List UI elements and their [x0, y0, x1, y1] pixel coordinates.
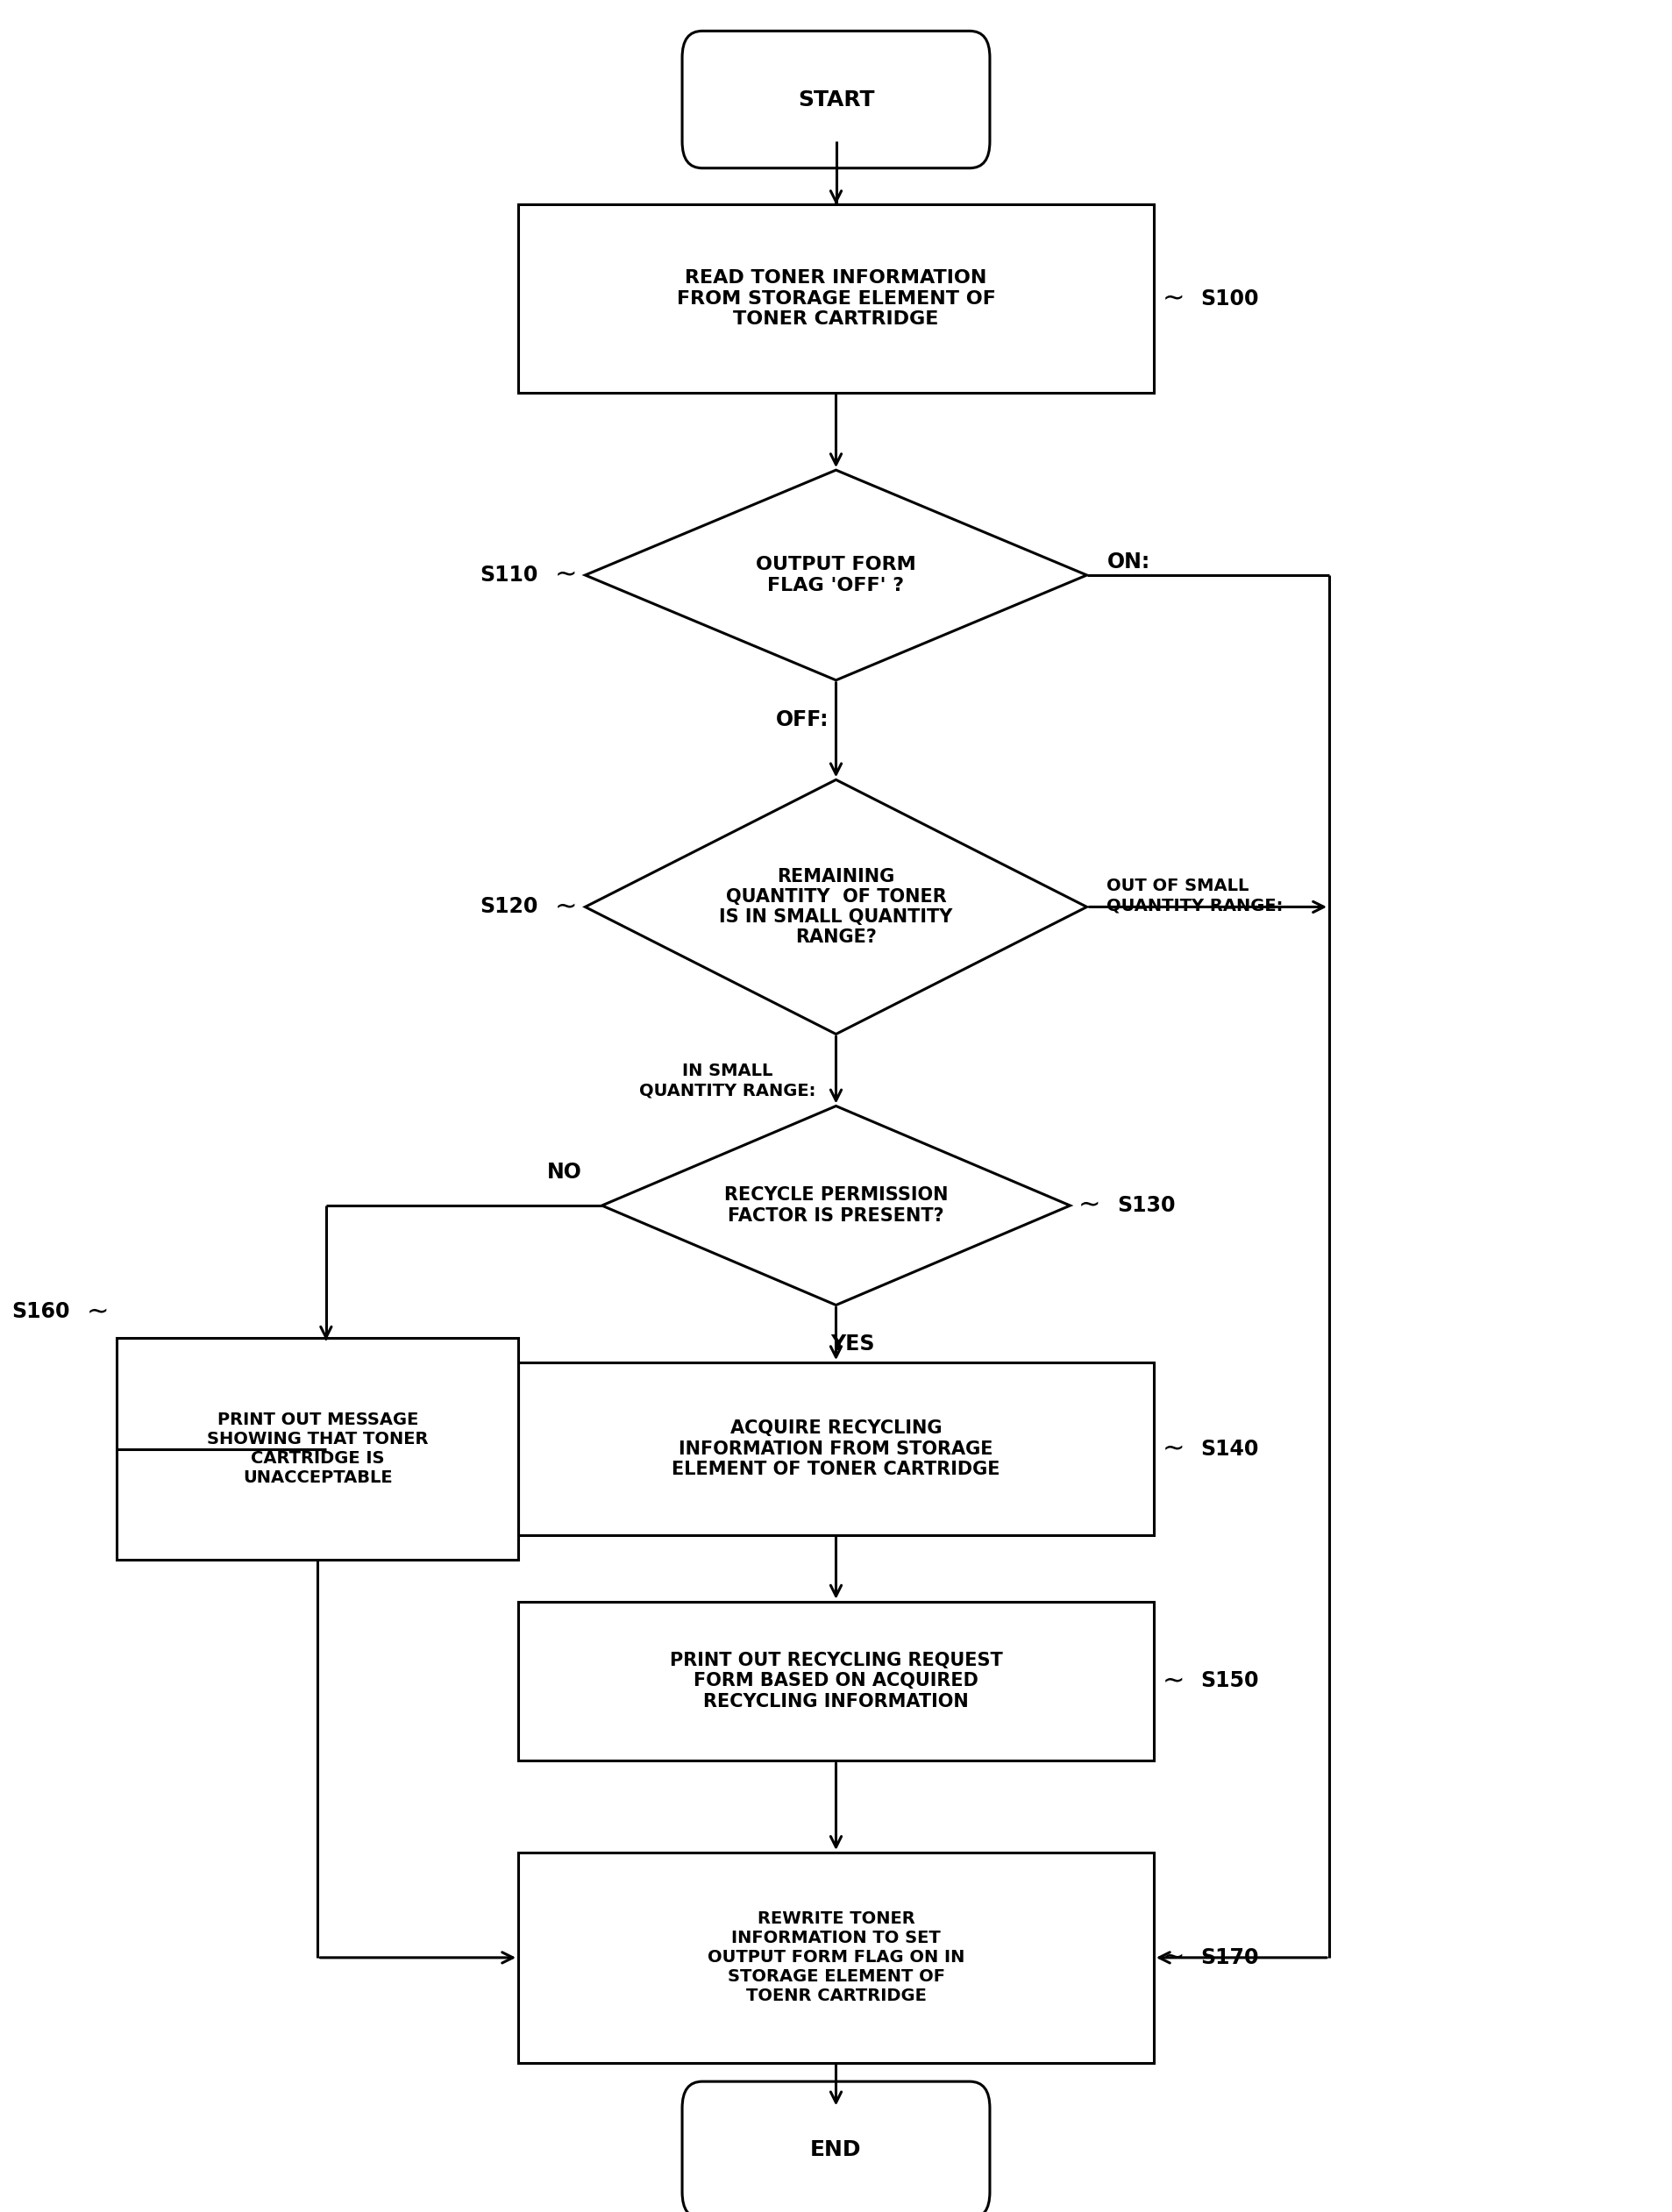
Text: READ TONER INFORMATION
FROM STORAGE ELEMENT OF
TONER CARTRIDGE: READ TONER INFORMATION FROM STORAGE ELEM…: [677, 270, 995, 327]
Text: S130: S130: [1117, 1194, 1175, 1217]
Text: ACQUIRE RECYCLING
INFORMATION FROM STORAGE
ELEMENT OF TONER CARTRIDGE: ACQUIRE RECYCLING INFORMATION FROM STORA…: [672, 1420, 1000, 1478]
Text: S120: S120: [480, 896, 538, 918]
Bar: [518, 1854, 1154, 2062]
Polygon shape: [602, 1106, 1070, 1305]
Text: PRINT OUT RECYCLING REQUEST
FORM BASED ON ACQUIRED
RECYCLING INFORMATION: PRINT OUT RECYCLING REQUEST FORM BASED O…: [669, 1652, 1003, 1710]
Text: S160: S160: [12, 1301, 70, 1323]
Text: PRINT OUT MESSAGE
SHOWING THAT TONER
CARTRIDGE IS
UNACCEPTABLE: PRINT OUT MESSAGE SHOWING THAT TONER CAR…: [207, 1411, 428, 1486]
Text: ∼: ∼: [1162, 1668, 1184, 1694]
FancyBboxPatch shape: [682, 2081, 990, 2212]
Text: ∼: ∼: [87, 1298, 109, 1325]
Text: ∼: ∼: [1162, 1944, 1184, 1971]
Bar: [518, 1601, 1154, 1761]
Text: ON:: ON:: [1107, 551, 1150, 573]
Text: S110: S110: [480, 564, 538, 586]
Text: START: START: [798, 88, 874, 111]
Bar: [117, 1338, 518, 1559]
Text: OFF:: OFF:: [776, 708, 829, 730]
FancyBboxPatch shape: [682, 31, 990, 168]
Text: NO: NO: [547, 1161, 582, 1183]
Polygon shape: [585, 471, 1087, 681]
Text: ∼: ∼: [1162, 1436, 1184, 1462]
Text: S150: S150: [1200, 1670, 1259, 1692]
Text: S100: S100: [1200, 288, 1259, 310]
Text: REMAINING
QUANTITY  OF TONER
IS IN SMALL QUANTITY
RANGE?: REMAINING QUANTITY OF TONER IS IN SMALL …: [719, 867, 953, 947]
Text: ∼: ∼: [1078, 1192, 1100, 1219]
Text: REWRITE TONER
INFORMATION TO SET
OUTPUT FORM FLAG ON IN
STORAGE ELEMENT OF
TOENR: REWRITE TONER INFORMATION TO SET OUTPUT …: [707, 1911, 965, 2004]
Polygon shape: [585, 781, 1087, 1035]
Text: OUTPUT FORM
FLAG 'OFF' ?: OUTPUT FORM FLAG 'OFF' ?: [756, 555, 916, 595]
Text: ∼: ∼: [1162, 285, 1184, 312]
Bar: [518, 1363, 1154, 1535]
Text: S140: S140: [1200, 1438, 1259, 1460]
Text: END: END: [811, 2139, 861, 2161]
Text: OUT OF SMALL
QUANTITY RANGE:: OUT OF SMALL QUANTITY RANGE:: [1107, 878, 1284, 914]
Text: RECYCLE PERMISSION
FACTOR IS PRESENT?: RECYCLE PERMISSION FACTOR IS PRESENT?: [724, 1186, 948, 1225]
Text: ∼: ∼: [555, 562, 577, 588]
Text: S170: S170: [1200, 1947, 1259, 1969]
Bar: [518, 206, 1154, 394]
Text: ∼: ∼: [555, 894, 577, 920]
Text: YES: YES: [831, 1334, 874, 1356]
Text: IN SMALL
QUANTITY RANGE:: IN SMALL QUANTITY RANGE:: [639, 1064, 816, 1099]
